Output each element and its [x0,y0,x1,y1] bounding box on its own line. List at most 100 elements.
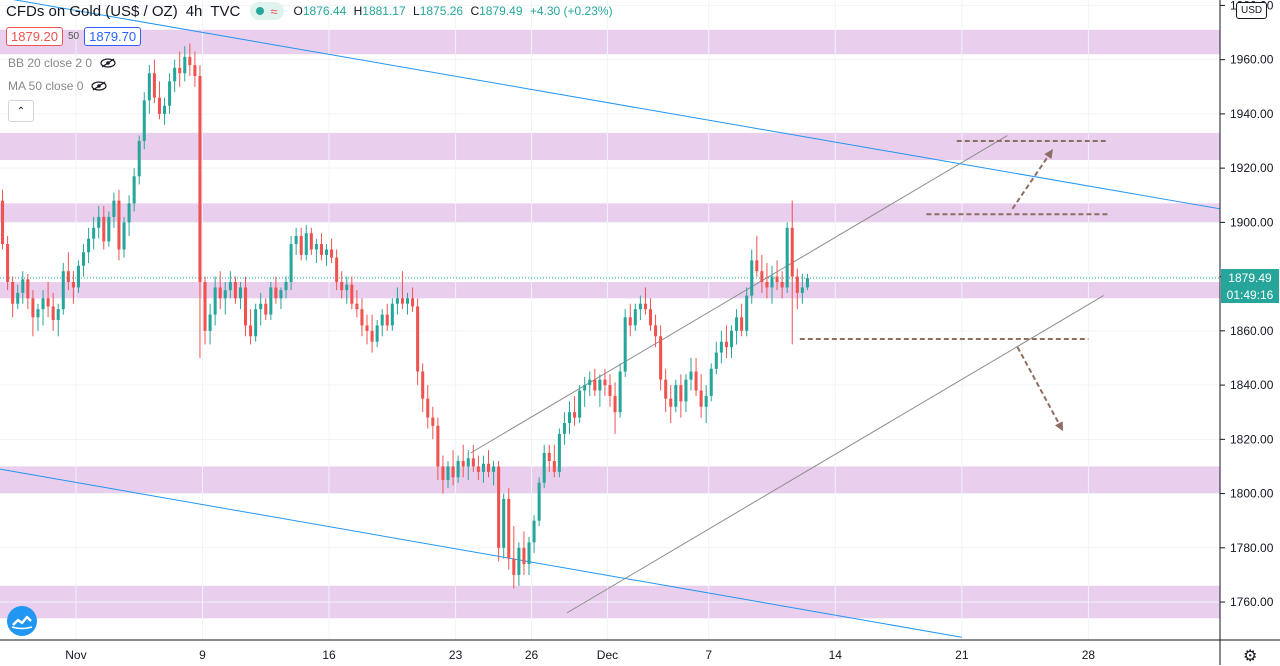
candle-up [729,330,734,348]
candle-up [532,520,536,543]
candle-up [132,176,136,204]
candle-down [740,317,744,331]
change-value: +4.30 (+0.23%) [529,4,613,18]
high-value: 1881.17 [362,4,406,18]
indicator-ma[interactable]: MA 50 close 0 [8,79,107,93]
target-arrow-head [1054,421,1064,432]
candle-down [46,298,50,307]
buy-button[interactable]: 1879.70 [84,27,142,46]
candle-up [163,105,167,114]
candle-up [228,282,232,291]
x-tick-label: 7 [705,648,712,662]
candle-up [618,371,622,413]
candle-down [441,466,445,480]
descending-trend-line [12,0,1221,210]
candle-up [147,73,151,101]
gear-icon[interactable]: ⚙ [1243,648,1258,665]
target-arrow-line [1011,148,1054,210]
candle-down [795,276,799,293]
candle-up [294,235,298,245]
candle-down [461,461,465,467]
candle-down [350,284,354,304]
spread-label: 50 [68,31,80,42]
y-tick-label: 1820.00 [1230,432,1274,446]
candle-down [274,287,278,299]
candle-up [390,303,394,326]
countdown-badge [1221,285,1279,303]
price-zone [0,282,1220,299]
candle-down [775,276,779,283]
eye-hidden-icon[interactable] [91,81,107,91]
candle-up [127,203,131,223]
candle-down [198,75,202,283]
candle-down [643,303,647,310]
candle-up [259,303,263,310]
market-status[interactable]: ≈ [250,2,284,20]
x-tick-label: Dec [597,648,618,662]
candle-up [567,412,572,424]
y-tick-label: 1920.00 [1230,161,1274,175]
candle-up [517,547,521,575]
candle-up [36,309,40,318]
candle-up [446,466,450,480]
candle-down [436,425,440,467]
candle-up [557,433,561,472]
candle-up [623,317,627,372]
chart-header: CFDs on Gold (US$ / OZ) 4h TVC ≈ O1876.4… [6,2,617,20]
candle-down [659,336,663,380]
candle-down [669,398,673,407]
x-tick-label: 23 [449,648,463,662]
x-tick-label: 28 [1082,648,1096,662]
candle-down [724,341,728,348]
candle-down [1,200,5,245]
candle-up [284,282,288,291]
sell-button[interactable]: 1879.20 [6,27,63,46]
candle-down [264,303,268,315]
x-tick-label: 14 [829,648,843,662]
candle-down [486,463,491,472]
candle-down [66,271,70,283]
candle-down [780,282,784,288]
candle-up [173,67,177,82]
candle-up [750,260,754,296]
candle-up [395,298,399,304]
candle-up [492,466,496,472]
ohlc-values: O1876.44 H1881.17 L1875.26 C1879.49 +4.3… [294,4,617,18]
candle-down [628,317,632,326]
candle-up [380,314,384,326]
x-tick-label: 26 [525,648,539,662]
candle-down [340,282,344,291]
tradingview-logo-icon[interactable] [7,606,37,636]
candle-down [178,67,182,74]
trend-lines [0,0,1221,638]
candle-down [790,227,794,277]
candle-up [562,423,566,434]
candle-down [664,379,668,399]
candle-up [324,249,329,255]
indicator-bb[interactable]: BB 20 close 2 0 [8,56,116,70]
eye-hidden-icon[interactable] [100,58,116,68]
low-key: L [413,4,420,18]
candle-up [183,56,187,74]
candle-down [654,325,658,337]
ascending-channel-line [566,295,1104,614]
candle-up [583,385,587,391]
interval-label[interactable]: 4h [185,2,203,20]
candle-up [638,303,642,310]
candle-up [805,277,809,288]
candle-up [719,341,723,353]
y-tick-label: 1940.00 [1230,107,1274,121]
symbol-title[interactable]: CFDs on Gold (US$ / OZ) [6,2,178,20]
candle-down [319,244,323,255]
candle-up [502,498,506,548]
low-value: 1875.26 [419,4,464,18]
support-resistance-zones [0,29,1220,619]
y-tick-label: 1800.00 [1230,487,1274,501]
candle-down [400,298,404,304]
candle-up [527,542,531,565]
currency-button[interactable]: USD [1236,2,1268,19]
grid [0,0,1220,640]
candle-down [426,398,430,418]
collapse-indicators-button[interactable]: ⌃ [8,100,34,122]
